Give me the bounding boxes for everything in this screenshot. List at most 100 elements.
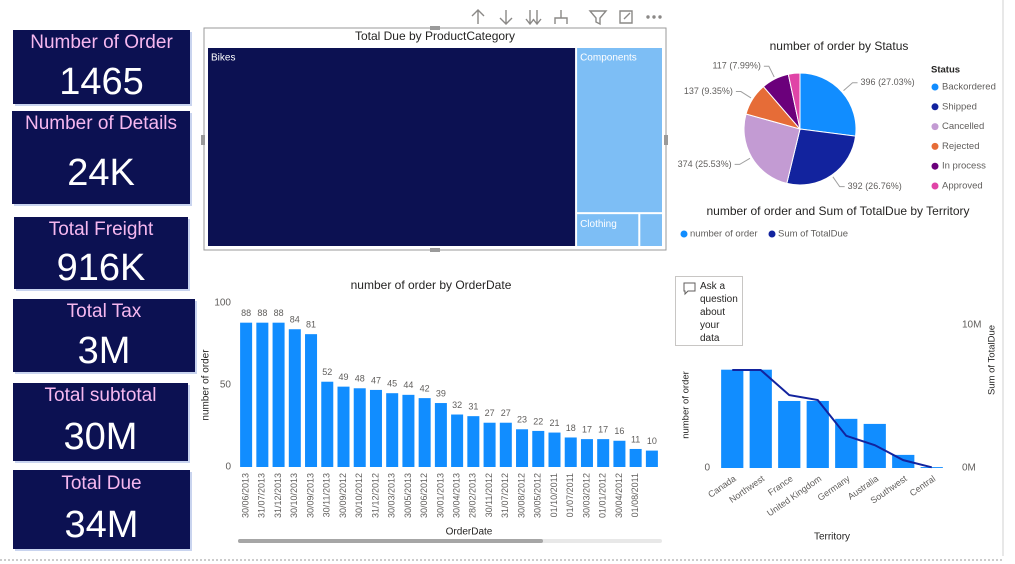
- data-label: 18: [566, 423, 576, 433]
- drill-down-icon[interactable]: [499, 10, 513, 25]
- data-label: 396 (27.03%): [861, 77, 915, 87]
- legend-label: Backordered: [942, 82, 996, 93]
- bar: [548, 432, 561, 467]
- data-label: 52: [322, 367, 332, 377]
- bar: [580, 439, 593, 467]
- drill-up-icon[interactable]: [471, 9, 485, 24]
- legend-label: Sum of TotalDue: [778, 229, 848, 240]
- bar: [451, 414, 464, 467]
- x-tick-label: 30/04/2012: [614, 473, 624, 518]
- bar: [516, 429, 529, 467]
- data-label: 88: [257, 308, 267, 318]
- bar: [434, 403, 447, 467]
- legend-label: number of order: [690, 229, 758, 240]
- treemap-label: Components: [580, 53, 637, 64]
- leader-line: [832, 176, 845, 188]
- legend-label: Shipped: [942, 101, 977, 112]
- expand-icon[interactable]: [554, 10, 568, 24]
- bar: [386, 393, 399, 467]
- data-label: 137 (9.35%): [684, 86, 733, 96]
- x-tick-label: 01/01/2012: [598, 473, 608, 518]
- card: [13, 470, 190, 549]
- x-tick-label: 01/07/2011: [565, 473, 575, 517]
- x-tick-label: 30/10/2013: [289, 473, 299, 518]
- handle[interactable]: [201, 135, 205, 145]
- card: [14, 217, 188, 289]
- card-label: Number of Order: [30, 32, 173, 53]
- bar: [835, 418, 858, 468]
- visual-toolbar[interactable]: [471, 9, 662, 26]
- data-label: 88: [274, 308, 284, 318]
- y-axis-title: number of order: [681, 371, 692, 439]
- card-label: Total Freight: [49, 219, 154, 240]
- legend-swatch: [931, 162, 939, 170]
- line-series: [732, 369, 932, 469]
- legend-swatch: [931, 123, 939, 131]
- y-axis-title: number of order: [201, 349, 212, 421]
- pie-slice: [799, 72, 857, 137]
- card: [13, 383, 188, 461]
- data-label: 81: [306, 320, 316, 330]
- more-icon[interactable]: [652, 15, 656, 19]
- data-label: 42: [420, 383, 430, 393]
- bar: [749, 369, 772, 468]
- bar: [305, 334, 318, 467]
- legend-label: In process: [942, 161, 986, 172]
- y2-axis-title: Sum of TotalDue: [987, 325, 998, 395]
- focus-icon[interactable]: [619, 10, 633, 24]
- data-label: 117 (7.99%): [712, 61, 760, 71]
- legend-label: Approved: [942, 181, 983, 192]
- pie-slice: [787, 72, 801, 130]
- next-level-icon[interactable]: [525, 10, 542, 26]
- x-axis-title: Territory: [814, 532, 850, 543]
- handle[interactable]: [664, 135, 668, 145]
- data-label: 11: [631, 434, 640, 444]
- y-tick-label: 100: [214, 298, 231, 309]
- more-icon[interactable]: [658, 15, 662, 19]
- x-tick-label: 30/05/2013: [403, 473, 413, 518]
- card-label: Total subtotal: [45, 385, 157, 406]
- bar: [369, 389, 382, 467]
- scrollbar-thumb[interactable]: [238, 539, 543, 543]
- filter-icon[interactable]: [588, 10, 608, 26]
- card: [13, 30, 190, 104]
- leader-line: [735, 91, 752, 99]
- bar: [778, 400, 801, 468]
- bar: [645, 450, 658, 467]
- x-tick-label: 30/09/2012: [338, 473, 348, 518]
- chart-title: number of order by OrderDate: [351, 278, 512, 292]
- data-label: 48: [355, 374, 365, 384]
- pie-slice: [743, 113, 801, 185]
- bar: [353, 388, 366, 467]
- bar: [920, 467, 943, 468]
- card-value: 1465: [59, 61, 144, 103]
- legend-swatch: [931, 142, 939, 150]
- data-label: 45: [387, 379, 397, 389]
- handle[interactable]: [430, 248, 440, 252]
- legend-swatch: [931, 103, 939, 111]
- chart-title: Total Due by ProductCategory: [355, 29, 515, 43]
- x-tick-label: 30/03/2012: [581, 473, 591, 518]
- handle[interactable]: [430, 26, 440, 30]
- data-label: 88: [241, 308, 251, 318]
- x-tick-label: Germany: [816, 473, 852, 503]
- bar: [806, 400, 829, 468]
- x-tick-label: 31/07/2012: [500, 473, 510, 518]
- x-tick-label: 30/11/2012: [484, 473, 494, 517]
- x-tick-label: Central: [908, 473, 938, 498]
- bar: [721, 369, 744, 468]
- x-tick-label: 30/06/2012: [419, 473, 429, 518]
- y-tick-label: 50: [220, 380, 232, 391]
- data-label: 32: [452, 400, 462, 410]
- card: [13, 299, 195, 372]
- x-tick-label: 30/08/2012: [516, 473, 526, 518]
- resize-handles[interactable]: [201, 26, 668, 252]
- legend-swatch: [768, 230, 776, 238]
- treemap-tile: [577, 48, 662, 213]
- more-icon[interactable]: [646, 15, 650, 19]
- bar: [418, 398, 431, 467]
- bar: [288, 329, 301, 467]
- qna-button[interactable]: Ask a question about your data: [675, 276, 743, 346]
- data-label: 27: [501, 408, 511, 418]
- x-tick-label: 01/10/2011: [549, 473, 559, 517]
